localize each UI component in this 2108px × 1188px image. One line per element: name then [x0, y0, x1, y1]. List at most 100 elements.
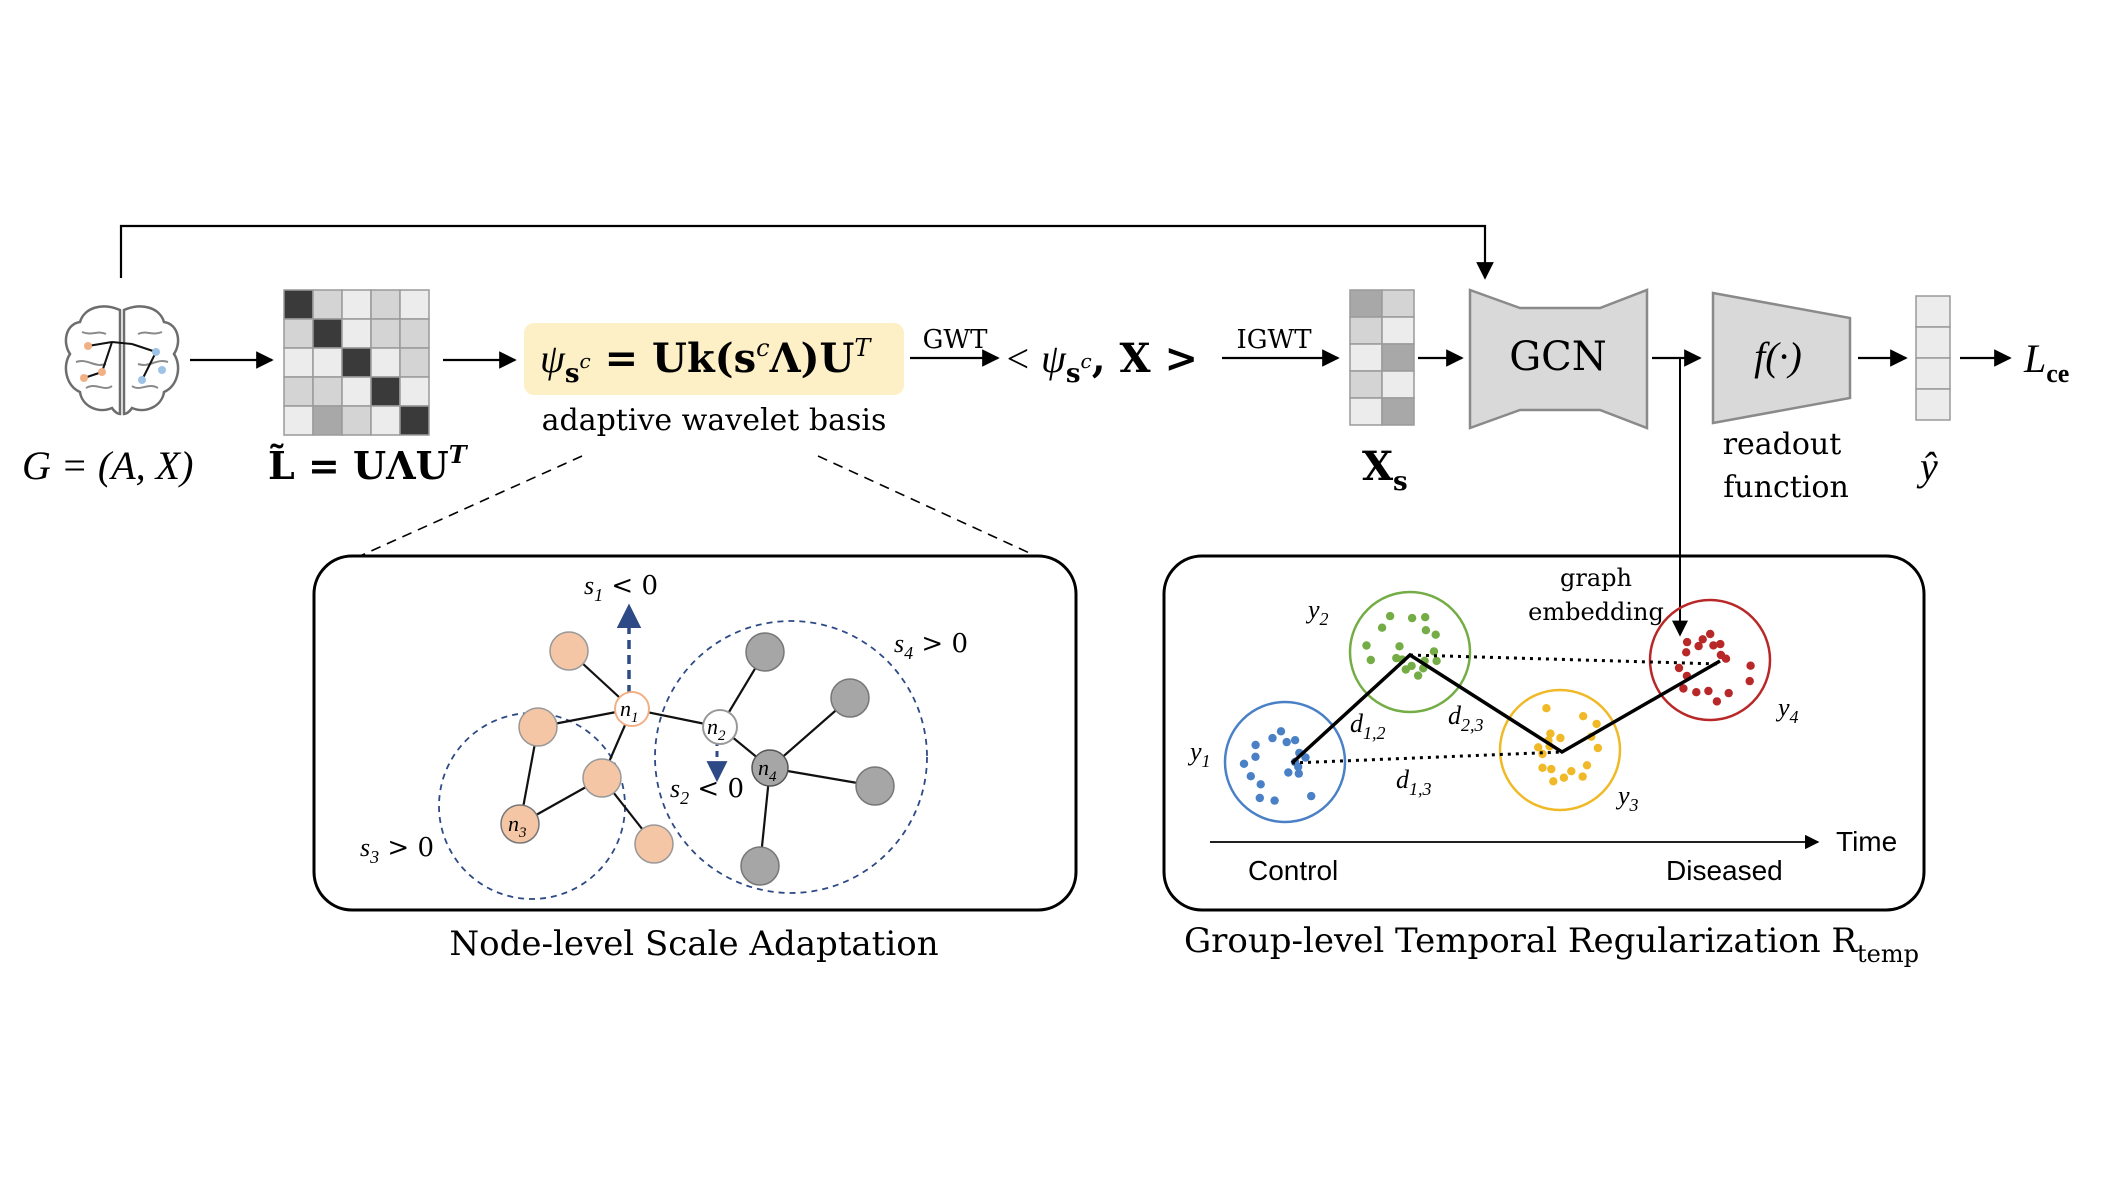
node-gray [830, 678, 870, 718]
readout-caption-line1: readout [1723, 427, 1842, 462]
xs-cell [1381, 316, 1415, 345]
dot-y1 [1246, 772, 1256, 781]
dot-y3 [1542, 704, 1551, 713]
xs-cell [1381, 343, 1415, 372]
n2-label: n2 [707, 714, 726, 744]
dot-y4 [1709, 641, 1718, 650]
diseased-label: Diseased [1666, 855, 1783, 886]
dot-y3 [1592, 719, 1601, 729]
laplacian-cell [283, 405, 314, 436]
node-gray [745, 632, 785, 672]
node-graph: n1 n2 n3 n4 s1 < 0 s2 < 0 s3 > 0 s4 > 0 [360, 571, 968, 900]
dot-y4 [1745, 676, 1754, 686]
dot-y1 [1251, 740, 1260, 750]
wavelet-formula: ψsc = Uk(scΛ)UT [540, 334, 872, 389]
xs-cell [1349, 316, 1383, 345]
laplacian-cell [312, 289, 343, 320]
distance-y2-y4 [1409, 653, 1721, 666]
dot-y1 [1268, 733, 1277, 743]
xs-cell [1349, 370, 1383, 399]
time-label: Time [1836, 826, 1897, 857]
graph-embedding-line2: embedding [1528, 598, 1664, 626]
node-gray [740, 846, 780, 886]
node-gray [855, 766, 895, 806]
group-level-panel [1162, 554, 1926, 912]
dot-y2 [1421, 626, 1431, 635]
y2-label: y2 [1305, 595, 1329, 629]
laplacian-cell [283, 376, 314, 407]
dot-y1 [1290, 736, 1300, 745]
control-label: Control [1248, 855, 1338, 886]
dot-y1 [1284, 768, 1293, 777]
readout-block [1711, 291, 1852, 425]
dot-y2 [1413, 671, 1423, 680]
xs-cell [1381, 289, 1415, 318]
laplacian-cell [399, 318, 430, 349]
gwt-label: GWT [923, 325, 988, 355]
node-n3 [500, 804, 540, 844]
loss-label: Lce [2023, 336, 2069, 388]
n1-label: n1 [620, 696, 639, 726]
output-cell [1915, 326, 1951, 359]
cluster-y1 [1223, 700, 1347, 824]
group-panel-title: Group-level Temporal Regularization Rtem… [1184, 921, 1919, 968]
dot-y1 [1239, 759, 1249, 768]
laplacian-label: L̃ = UΛUT [268, 440, 469, 488]
dot-y4 [1746, 661, 1755, 670]
dot-y3 [1556, 733, 1565, 743]
laplacian-cell [399, 376, 430, 407]
dot-y3 [1582, 761, 1592, 770]
dot-y4 [1716, 639, 1725, 649]
laplacian-cell [370, 289, 401, 320]
laplacian-cell [341, 318, 372, 349]
cluster-y2 [1348, 590, 1472, 714]
laplacian-cell [399, 347, 430, 378]
dot-y1 [1276, 727, 1286, 736]
dot-y1 [1270, 796, 1279, 805]
dot-y2 [1401, 665, 1411, 674]
dot-y2 [1407, 613, 1417, 623]
temporal-trajectory [1290, 652, 1721, 765]
dot-y3 [1547, 764, 1556, 774]
dot-y4 [1712, 697, 1722, 706]
skip-connection-arrow [119, 224, 1494, 280]
dot-y3 [1538, 763, 1547, 772]
dot-y1 [1294, 769, 1304, 778]
laplacian-cell [341, 376, 372, 407]
dot-y4 [1692, 688, 1701, 697]
inner-product: < ψsc, X > [1004, 335, 1198, 389]
dot-y2 [1421, 613, 1430, 622]
readout-caption-line2: function [1723, 470, 1849, 505]
laplacian-cell [370, 376, 401, 407]
dot-y2 [1429, 647, 1439, 656]
dot-y3 [1578, 772, 1587, 781]
laplacian-cell [312, 376, 343, 407]
n3-label: n3 [508, 811, 527, 841]
node-peach [549, 631, 589, 671]
cluster-dots [1239, 611, 1755, 805]
dot-y2 [1366, 655, 1376, 665]
dot-y4 [1682, 637, 1692, 647]
laplacian-cell [341, 405, 372, 436]
node-n4 [751, 749, 789, 787]
node-n1 [614, 691, 650, 727]
brain-icon [64, 305, 180, 416]
output-cell [1915, 295, 1951, 328]
laplacian-cell [341, 289, 372, 320]
xs-cell [1349, 397, 1383, 426]
laplacian-cell [370, 405, 401, 436]
dot-y4 [1704, 686, 1713, 696]
zoom-line-left [359, 455, 583, 557]
cluster-y3 [1498, 688, 1622, 812]
wavelet-formula-highlight [524, 323, 904, 395]
laplacian-cell [370, 318, 401, 349]
dot-y4 [1706, 629, 1715, 639]
cluster-y4 [1648, 598, 1772, 722]
dot-y3 [1593, 743, 1603, 753]
laplacian-cell [312, 405, 343, 436]
laplacian-cell [399, 405, 430, 436]
gcn-label: GCN [1509, 334, 1607, 380]
dot-y3 [1546, 729, 1555, 738]
xs-cell [1381, 397, 1415, 426]
zoom-line-right [817, 455, 1037, 557]
